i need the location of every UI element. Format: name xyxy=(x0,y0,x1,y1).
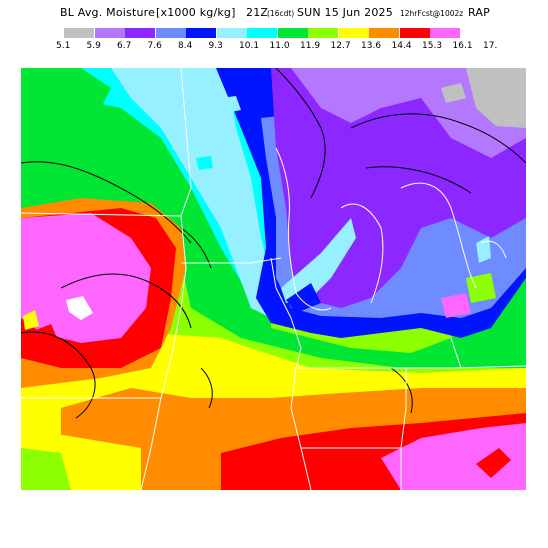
legend-label: 6.7 xyxy=(117,41,132,51)
legend-label: 5.1 xyxy=(56,41,71,51)
moisture-fill-green-south xyxy=(21,448,71,490)
legend-swatch xyxy=(277,28,308,38)
moisture-fill-yellow-west-cell xyxy=(23,310,39,330)
legend-label: 8.4 xyxy=(178,41,193,51)
moisture-fill-green-northwest xyxy=(21,68,111,108)
moisture-fill-red-southeast-cell xyxy=(476,448,511,478)
moisture-fill-lavender xyxy=(291,68,526,158)
units-label: [x1000 kg/kg] xyxy=(156,6,236,19)
map-title: BL Avg. Moisture [x1000 kg/kg] 21Z (16cd… xyxy=(0,6,548,24)
moisture-fill-gray xyxy=(466,68,526,128)
legend-swatch xyxy=(64,28,94,38)
legend-swatch xyxy=(216,28,247,38)
moisture-fill-blue-pocket xyxy=(286,283,321,313)
legend-swatch xyxy=(247,28,277,38)
contour-lines xyxy=(21,68,526,419)
legend-label: 15.3 xyxy=(422,41,443,51)
legend-swatch xyxy=(125,28,155,38)
legend-label: 11.0 xyxy=(269,41,290,51)
legend-label: 10.1 xyxy=(239,41,260,51)
legend-label: 5.9 xyxy=(86,41,101,51)
moisture-fill-lightblue-patch xyxy=(221,96,241,113)
moisture-fill-pink-east xyxy=(441,293,471,318)
legend-swatch xyxy=(399,28,430,38)
legend-swatch xyxy=(308,28,338,38)
legend-swatch xyxy=(338,28,369,38)
moisture-fill-cyan-pocket-east xyxy=(476,236,491,263)
legend-swatch xyxy=(369,28,399,38)
moisture-fill-white-west xyxy=(66,296,93,320)
legend-label: 7.6 xyxy=(147,41,162,51)
legend-label: 16.1 xyxy=(452,41,473,51)
moisture-fill-lightblue-north xyxy=(111,68,276,318)
coastlines xyxy=(275,147,507,311)
color-legend: 5.1 5.9 6.7 7.6 8.4 9.3 10.1 11.0 11.9 12.7 13.6 14… xyxy=(56,28,500,54)
state-borders xyxy=(21,68,526,490)
model-label: RAP xyxy=(468,6,490,19)
legend-swatch xyxy=(155,28,186,38)
init-label: 12hrFcst@1002z xyxy=(400,9,464,18)
moisture-fill-gray-small xyxy=(441,83,466,103)
legend-swatch xyxy=(94,28,125,38)
legend-label: 9.3 xyxy=(208,41,223,51)
moisture-map xyxy=(21,68,526,490)
legend-label: 11.9 xyxy=(300,41,321,51)
moisture-fill-cyan-pocket xyxy=(281,218,356,303)
legend-swatch xyxy=(186,28,216,38)
valid-time: 21Z xyxy=(246,6,269,19)
moisture-fill-lightblue-patch-2 xyxy=(196,156,213,170)
legend-swatch xyxy=(460,28,491,38)
moisture-fill-lime-east xyxy=(466,273,496,303)
legend-label: 12.7 xyxy=(330,41,351,51)
legend-label: 13.6 xyxy=(361,41,382,51)
date-label: SUN 15 Jun 2025 xyxy=(297,6,393,19)
forecast-hour: (16cdt) xyxy=(267,9,295,18)
legend-label: 14.4 xyxy=(391,41,412,51)
legend-swatch xyxy=(430,28,460,38)
legend-label: 17. xyxy=(483,41,498,51)
product-name: BL Avg. Moisture xyxy=(60,6,156,19)
